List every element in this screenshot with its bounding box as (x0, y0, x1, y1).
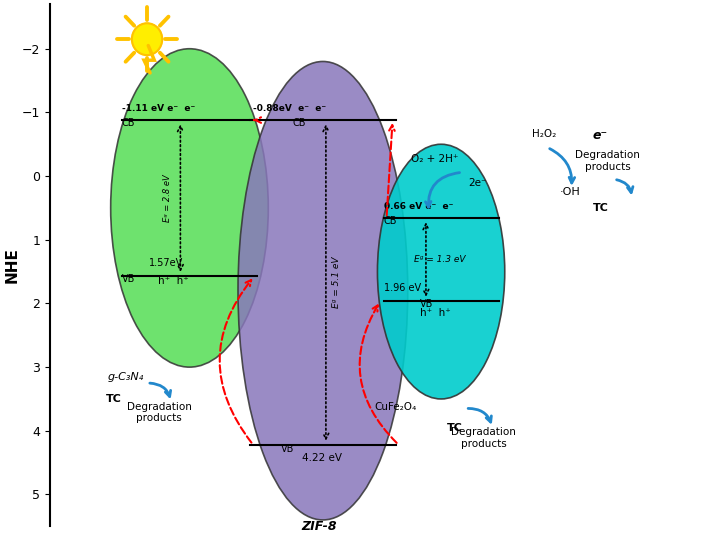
Text: 2e⁻: 2e⁻ (469, 178, 487, 188)
Text: g-C₃N₄: g-C₃N₄ (108, 372, 144, 382)
Text: VB: VB (420, 299, 433, 309)
Text: 4.22 eV: 4.22 eV (301, 453, 342, 463)
Text: -1.11 eV e⁻  e⁻: -1.11 eV e⁻ e⁻ (121, 104, 195, 113)
Y-axis label: NHE: NHE (4, 247, 19, 283)
Text: CB: CB (293, 118, 306, 129)
Text: ·OH: ·OH (559, 187, 580, 197)
Text: TC: TC (106, 394, 122, 404)
Text: 0.66 eV e⁻  e⁻: 0.66 eV e⁻ e⁻ (384, 202, 453, 211)
Text: ZIF-8: ZIF-8 (301, 519, 337, 532)
Text: CuFe₂O₄: CuFe₂O₄ (374, 403, 417, 412)
Text: VB: VB (121, 274, 135, 285)
Text: Degradation
products: Degradation products (576, 150, 640, 172)
Text: TC: TC (447, 423, 463, 433)
Text: Eᵍ = 5.1 eV: Eᵍ = 5.1 eV (333, 257, 341, 308)
Text: Eᵍ = 2.8 eV: Eᵍ = 2.8 eV (162, 174, 172, 222)
Text: TC: TC (593, 203, 608, 213)
Text: Degradation
products: Degradation products (451, 427, 516, 449)
Ellipse shape (238, 62, 408, 520)
Text: Eᵍ = 1.3 eV: Eᵍ = 1.3 eV (413, 255, 465, 264)
Text: O₂ + 2H⁺: O₂ + 2H⁺ (411, 154, 458, 164)
Text: Degradation
products: Degradation products (127, 401, 191, 423)
Text: 1.96 eV: 1.96 eV (384, 282, 420, 293)
Text: 1.57eV: 1.57eV (149, 258, 183, 268)
Text: VB: VB (281, 444, 294, 455)
Text: h⁺  h⁺: h⁺ h⁺ (158, 276, 189, 286)
Ellipse shape (111, 49, 268, 367)
Text: CB: CB (384, 217, 397, 227)
Text: e⁻: e⁻ (593, 129, 608, 142)
Circle shape (132, 23, 162, 55)
Text: CB: CB (121, 118, 135, 129)
Text: -0.88eV  e⁻  e⁻: -0.88eV e⁻ e⁻ (253, 104, 326, 113)
Ellipse shape (377, 144, 505, 399)
Text: h⁺  h⁺: h⁺ h⁺ (420, 308, 451, 318)
Text: H₂O₂: H₂O₂ (532, 129, 557, 139)
